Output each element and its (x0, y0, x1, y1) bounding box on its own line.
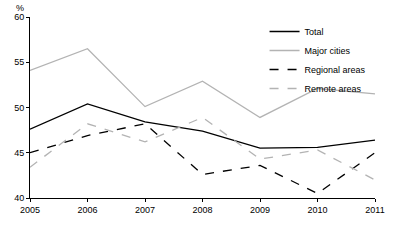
svg-text:50: 50 (14, 103, 24, 113)
svg-text:2007: 2007 (135, 205, 155, 215)
svg-text:2008: 2008 (192, 205, 212, 215)
svg-text:55: 55 (14, 57, 24, 67)
svg-text:%: % (16, 3, 24, 13)
svg-text:60: 60 (14, 12, 24, 22)
svg-text:2006: 2006 (77, 205, 97, 215)
svg-text:Total: Total (305, 27, 324, 37)
svg-text:Remote areas: Remote areas (305, 84, 362, 94)
svg-text:2010: 2010 (307, 205, 327, 215)
svg-text:2009: 2009 (250, 205, 270, 215)
svg-text:2005: 2005 (20, 205, 40, 215)
svg-text:45: 45 (14, 148, 24, 158)
svg-text:Major cities: Major cities (305, 46, 351, 56)
svg-text:2011: 2011 (365, 205, 384, 215)
svg-text:Regional areas: Regional areas (305, 65, 366, 75)
svg-text:40: 40 (14, 193, 24, 203)
